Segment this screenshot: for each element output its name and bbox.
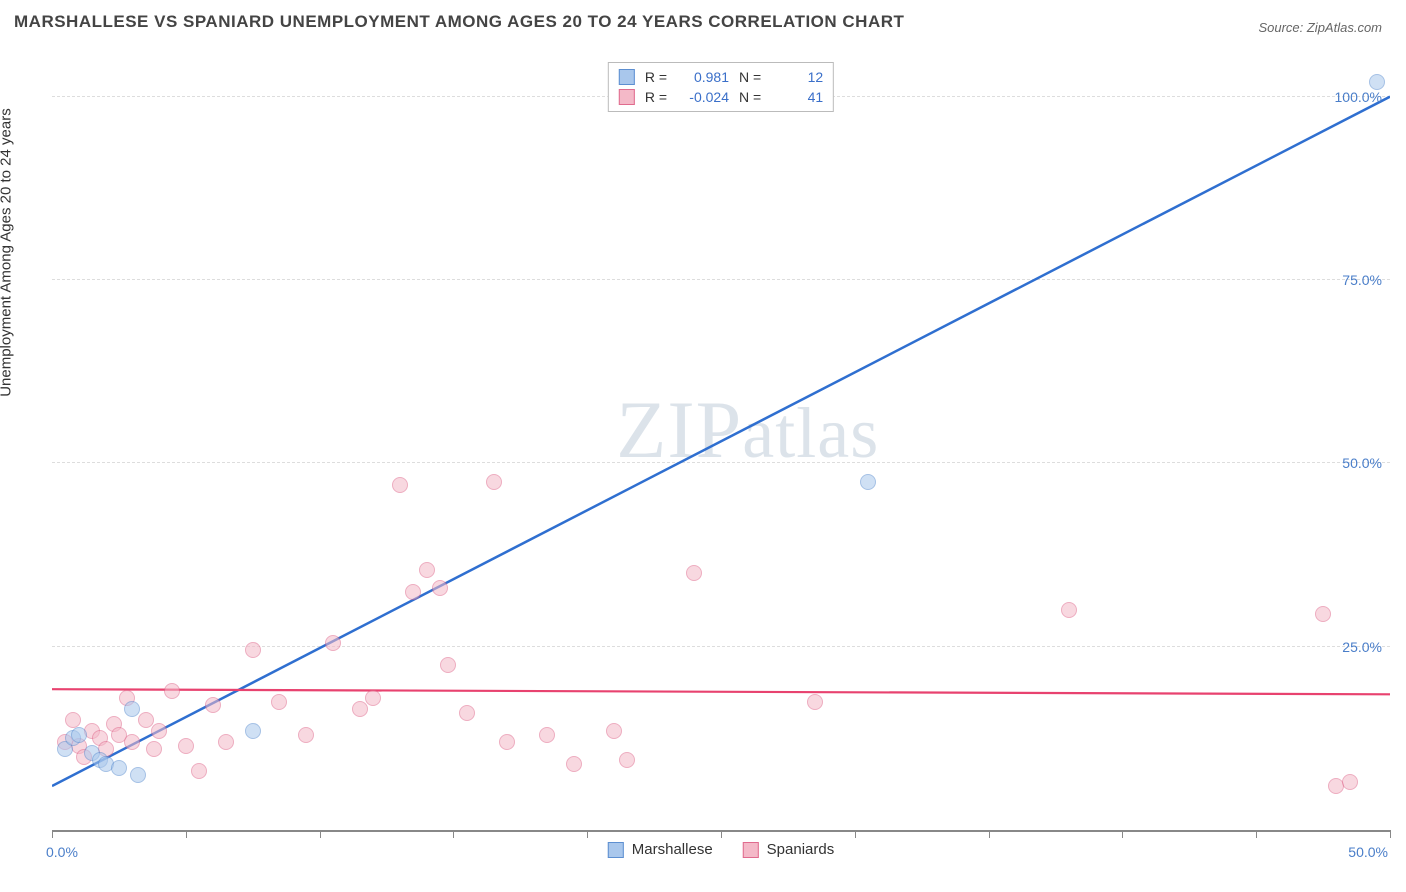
data-point (499, 734, 515, 750)
data-point (298, 727, 314, 743)
data-point (178, 738, 194, 754)
n-value-spaniards: 41 (771, 89, 823, 105)
data-point (392, 477, 408, 493)
data-point (1342, 774, 1358, 790)
data-point (325, 635, 341, 651)
r-label: R = (645, 89, 667, 105)
y-tick-label: 75.0% (1342, 272, 1382, 288)
legend: Marshallese Spaniards (608, 841, 834, 858)
x-tick (453, 830, 454, 838)
data-point (130, 767, 146, 783)
data-point (419, 562, 435, 578)
x-axis-min-label: 0.0% (46, 844, 78, 860)
x-tick (989, 830, 990, 838)
data-point (539, 727, 555, 743)
x-tick (1122, 830, 1123, 838)
r-value-spaniards: -0.024 (677, 89, 729, 105)
data-point (245, 642, 261, 658)
data-point (440, 657, 456, 673)
data-point (151, 723, 167, 739)
data-point (807, 694, 823, 710)
gridline (52, 279, 1390, 280)
gridline (52, 462, 1390, 463)
x-tick (52, 830, 53, 838)
data-point (365, 690, 381, 706)
x-tick (855, 830, 856, 838)
x-tick (721, 830, 722, 838)
y-tick-label: 25.0% (1342, 639, 1382, 655)
data-point (271, 694, 287, 710)
n-label: N = (739, 69, 761, 85)
trend-line (52, 97, 1390, 786)
legend-item-spaniards: Spaniards (743, 841, 835, 858)
x-axis-max-label: 50.0% (1348, 844, 1388, 860)
data-point (486, 474, 502, 490)
data-point (146, 741, 162, 757)
x-tick (1390, 830, 1391, 838)
stats-row-spaniards: R = -0.024 N = 41 (619, 87, 823, 107)
data-point (619, 752, 635, 768)
data-point (1369, 74, 1385, 90)
data-point (352, 701, 368, 717)
data-point (1061, 602, 1077, 618)
x-tick (587, 830, 588, 838)
correlation-stats-box: R = 0.981 N = 12 R = -0.024 N = 41 (608, 62, 834, 112)
legend-item-marshallese: Marshallese (608, 841, 713, 858)
y-axis-label: Unemployment Among Ages 20 to 24 years (0, 108, 15, 397)
y-tick-label: 50.0% (1342, 455, 1382, 471)
plot-area: ZIPatlas 25.0%50.0%75.0%100.0% R = 0.981… (52, 60, 1390, 832)
data-point (405, 584, 421, 600)
data-point (459, 705, 475, 721)
chart-title: MARSHALLESE VS SPANIARD UNEMPLOYMENT AMO… (14, 12, 904, 32)
data-point (1315, 606, 1331, 622)
r-value-marshallese: 0.981 (677, 69, 729, 85)
data-point (164, 683, 180, 699)
data-point (124, 701, 140, 717)
y-tick-label: 100.0% (1335, 89, 1382, 105)
n-label: N = (739, 89, 761, 105)
data-point (138, 712, 154, 728)
trend-line (52, 689, 1390, 694)
data-point (566, 756, 582, 772)
trend-lines-layer (52, 60, 1390, 830)
data-point (860, 474, 876, 490)
n-value-marshallese: 12 (771, 69, 823, 85)
source-attribution: Source: ZipAtlas.com (1258, 20, 1382, 35)
data-point (606, 723, 622, 739)
swatch-marshallese (608, 842, 624, 858)
swatch-marshallese (619, 69, 635, 85)
data-point (65, 712, 81, 728)
data-point (686, 565, 702, 581)
x-tick (320, 830, 321, 838)
data-point (111, 760, 127, 776)
x-tick (186, 830, 187, 838)
legend-label: Spaniards (767, 841, 835, 858)
data-point (218, 734, 234, 750)
swatch-spaniards (619, 89, 635, 105)
data-point (191, 763, 207, 779)
data-point (205, 697, 221, 713)
data-point (71, 727, 87, 743)
data-point (124, 734, 140, 750)
data-point (432, 580, 448, 596)
x-tick (1256, 830, 1257, 838)
legend-label: Marshallese (632, 841, 713, 858)
stats-row-marshallese: R = 0.981 N = 12 (619, 67, 823, 87)
swatch-spaniards (743, 842, 759, 858)
r-label: R = (645, 69, 667, 85)
data-point (245, 723, 261, 739)
